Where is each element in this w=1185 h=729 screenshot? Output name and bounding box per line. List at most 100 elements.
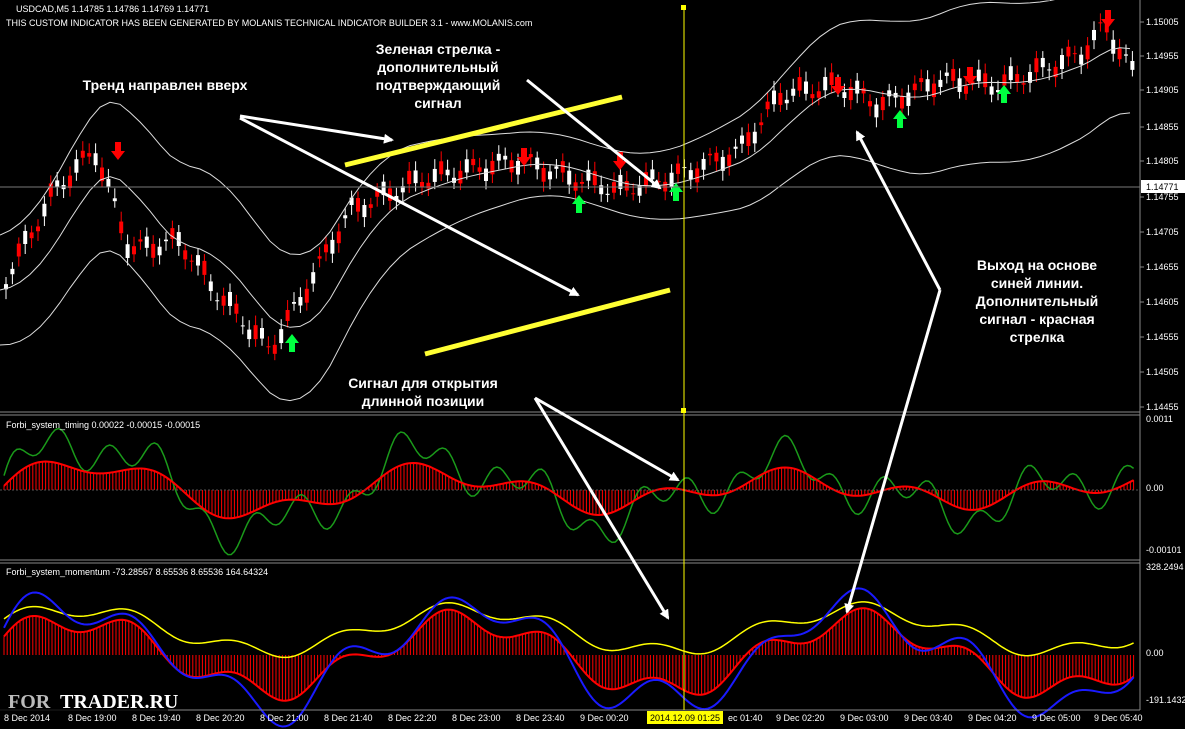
candle-body [16,243,21,257]
price-label: 1.14805 [1146,156,1179,166]
candle-body [829,72,834,85]
candle-body [285,310,290,321]
candle-body [1130,61,1135,70]
candle-body [196,255,200,266]
candle-body [10,268,15,275]
time-label: 9 Dec 05:00 [1032,713,1081,723]
candle-body [375,189,380,197]
trend-line [424,287,671,357]
candle-body [208,281,213,292]
candle-body [900,95,904,109]
candle-body [650,169,655,180]
candle-body [592,171,597,186]
candle-body [567,170,572,185]
time-label: 9 Dec 05:40 [1094,713,1143,723]
candle-body [445,169,450,176]
price-label: 1.14955 [1146,51,1179,61]
candle-body [1060,55,1064,70]
candle-body [272,344,277,354]
candle-body [676,163,680,174]
candle-body [1111,39,1116,54]
timing-signal [3,427,1135,556]
candle-body [400,186,405,193]
candle-body [125,244,130,258]
candle-body [298,297,303,306]
candle-body [189,260,194,262]
momentum-yellow [3,601,1134,659]
candle-body [842,92,847,99]
candle-body [464,159,469,173]
candle-body [1117,48,1122,60]
time-label: 9 Dec 04:20 [968,713,1017,723]
cursor-time: 2014.12.09 01:25 [650,713,720,723]
candle-body [202,260,207,275]
candle-body [720,156,725,171]
candle-body [330,239,335,254]
candle-body [311,272,316,284]
candle-body [471,158,476,166]
candle-body [938,79,943,87]
pointer-arrow [844,289,942,614]
price-label: 1.14455 [1146,402,1179,412]
candle-body [458,170,463,184]
candle-body [368,204,373,208]
timing-line [3,460,1135,520]
buy-arrow [572,195,586,213]
candle-body [631,193,636,195]
candle-body [951,68,956,81]
candle-body [1028,72,1032,83]
candle-body [42,203,47,217]
candle-body [100,167,104,182]
chart-header: USDCAD,M5 1.14785 1.14786 1.14769 1.1477… [16,4,209,14]
sell-arrow [1101,10,1115,28]
candle-body [804,81,808,94]
time-label: 8 Dec 22:20 [388,713,437,723]
candle-body [701,158,706,170]
candle-body [669,172,674,187]
chart-header: THIS CUSTOM INDICATOR HAS BEEN GENERATED… [6,18,532,28]
price-label: 1.14505 [1146,367,1179,377]
candle-body [1002,74,1007,86]
candle-body [932,83,936,98]
candle-body [432,168,437,182]
annotation: Выход на основе [977,257,1097,273]
candle-body [215,300,220,302]
candle-body [912,83,917,91]
candle-body [247,329,252,340]
candle-body [426,182,431,189]
candle-body [535,157,540,170]
candle-body [343,215,348,219]
buy-arrow [997,85,1011,103]
pointer-arrow [239,116,580,297]
price-label: 1.14555 [1146,332,1179,342]
current-price: 1.14771 [1146,182,1179,192]
sell-arrow [831,77,845,95]
time-label: 9 Dec 00:20 [580,713,629,723]
candle-body [605,193,610,195]
candle-body [381,181,386,196]
candle-body [221,295,226,306]
sell-arrow [613,152,627,170]
time-label: 9 Dec 02:20 [776,713,825,723]
candle-body [1092,29,1096,41]
candle-body [349,197,354,206]
candle-body [746,132,751,147]
candle-body [93,153,98,166]
candle-body [234,303,239,314]
candle-body [68,175,72,188]
candle-body [1015,74,1020,83]
candle-body [580,181,584,184]
candle-body [586,169,591,181]
candle-body [407,170,412,185]
candle-body [29,232,34,239]
pointer-arrow [533,397,670,620]
time-label: 8 Dec 19:40 [132,713,181,723]
time-label: ec 01:40 [728,713,763,723]
candle-body [48,183,53,197]
candle-body [1021,83,1026,85]
momentum-axis-label: 328.2494 [1146,562,1184,572]
candle-body [861,88,866,94]
candle-body [317,256,322,259]
candle-body [944,72,949,76]
candle-body [240,325,245,327]
